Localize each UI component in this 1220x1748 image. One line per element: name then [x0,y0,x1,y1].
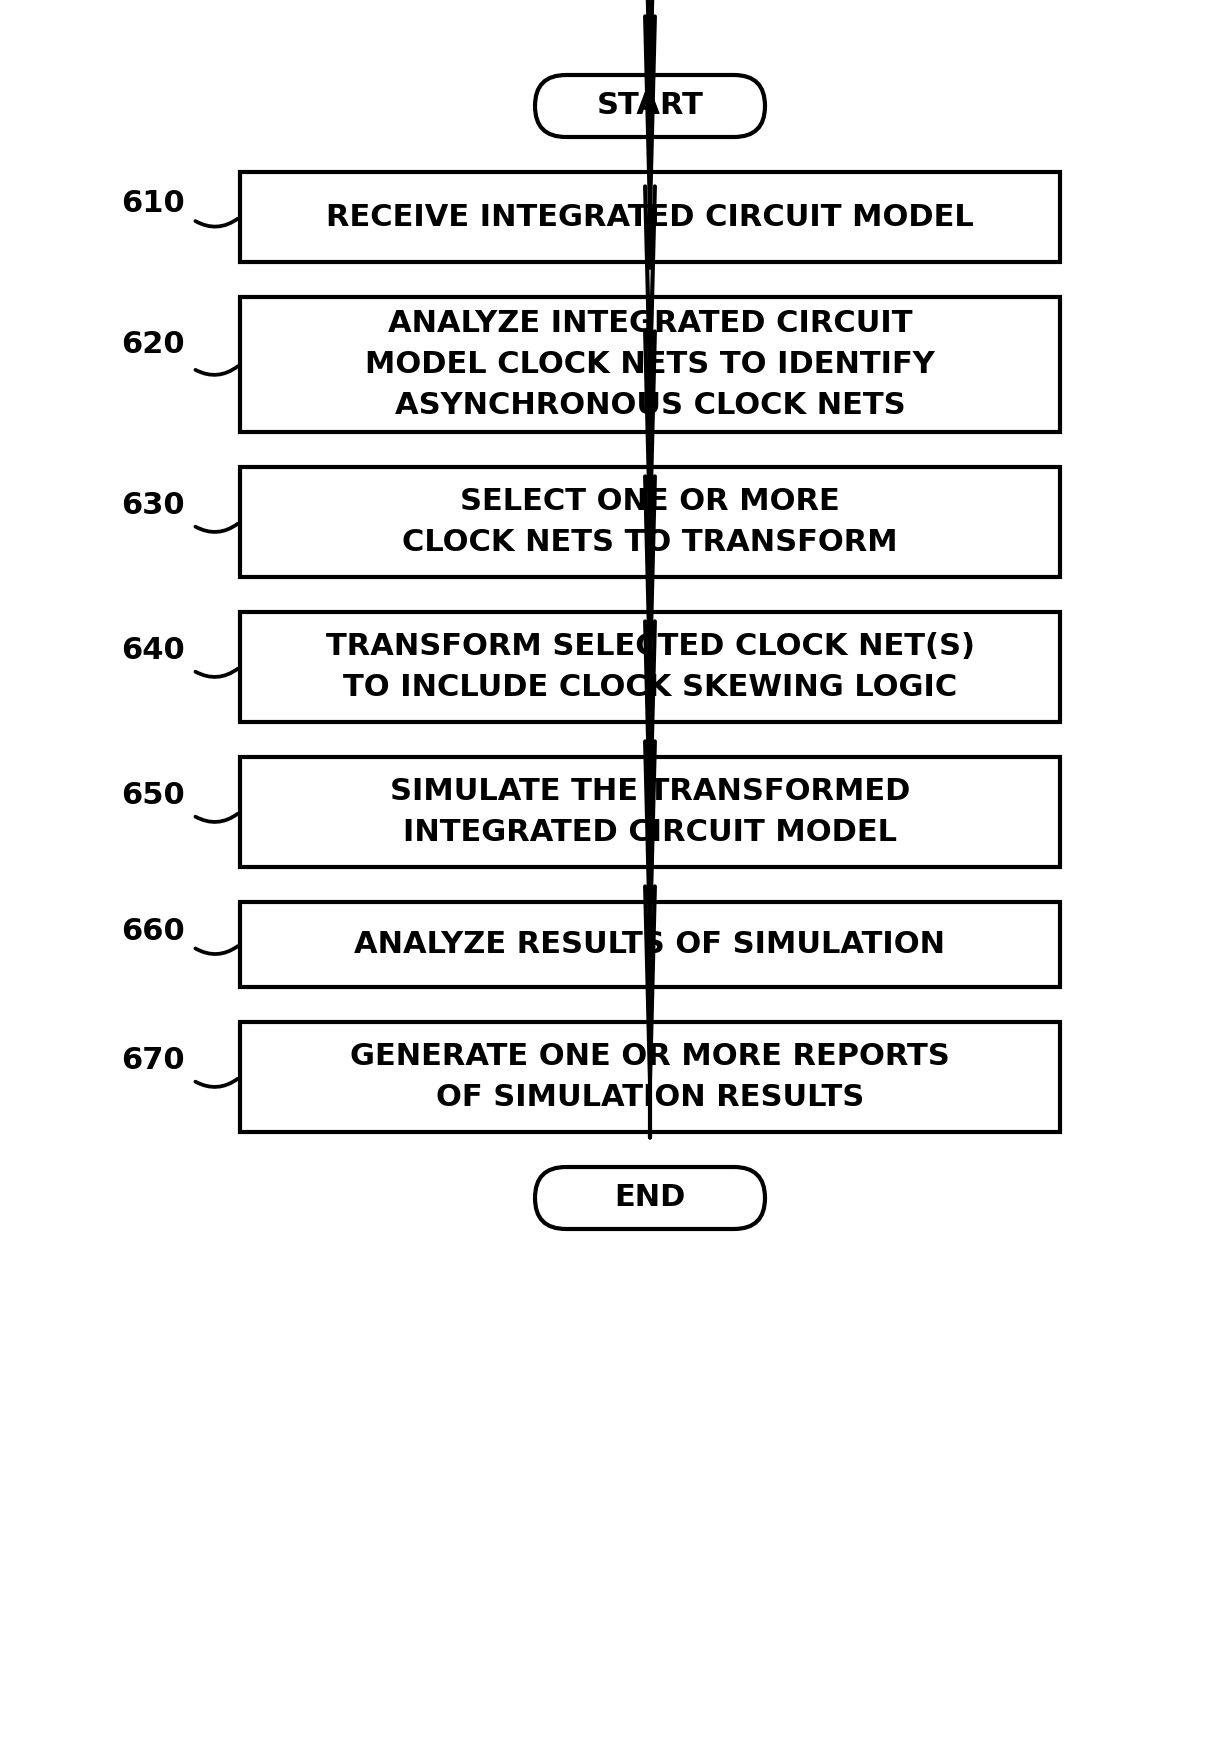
Text: 630: 630 [121,491,185,519]
Text: 610: 610 [121,189,185,218]
Bar [240,1023,1060,1133]
Text: START: START [597,91,704,121]
Text: 620: 620 [121,330,185,358]
Text: 660: 660 [121,918,185,946]
Bar [240,171,1060,262]
Text: 650: 650 [121,781,185,809]
Text: ANALYZE RESULTS OF SIMULATION: ANALYZE RESULTS OF SIMULATION [355,930,946,960]
FancyBboxPatch shape [536,75,765,136]
Text: 640: 640 [121,636,185,664]
Text: GENERATE ONE OR MORE REPORTS
OF SIMULATION RESULTS: GENERATE ONE OR MORE REPORTS OF SIMULATI… [350,1042,950,1112]
Bar [240,297,1060,432]
Bar [240,902,1060,988]
FancyBboxPatch shape [536,1168,765,1229]
Bar [240,757,1060,867]
Text: ANALYZE INTEGRATED CIRCUIT
MODEL CLOCK NETS TO IDENTIFY
ASYNCHRONOUS CLOCK NETS: ANALYZE INTEGRATED CIRCUIT MODEL CLOCK N… [365,309,935,420]
Bar [240,612,1060,722]
Text: RECEIVE INTEGRATED CIRCUIT MODEL: RECEIVE INTEGRATED CIRCUIT MODEL [326,203,974,231]
Text: 670: 670 [121,1045,185,1075]
Text: SELECT ONE OR MORE
CLOCK NETS TO TRANSFORM: SELECT ONE OR MORE CLOCK NETS TO TRANSFO… [403,488,898,558]
Text: TRANSFORM SELECTED CLOCK NET(S)
TO INCLUDE CLOCK SKEWING LOGIC: TRANSFORM SELECTED CLOCK NET(S) TO INCLU… [326,633,975,701]
Bar [240,467,1060,577]
Text: SIMULATE THE TRANSFORMED
INTEGRATED CIRCUIT MODEL: SIMULATE THE TRANSFORMED INTEGRATED CIRC… [390,778,910,846]
Text: END: END [615,1183,686,1213]
